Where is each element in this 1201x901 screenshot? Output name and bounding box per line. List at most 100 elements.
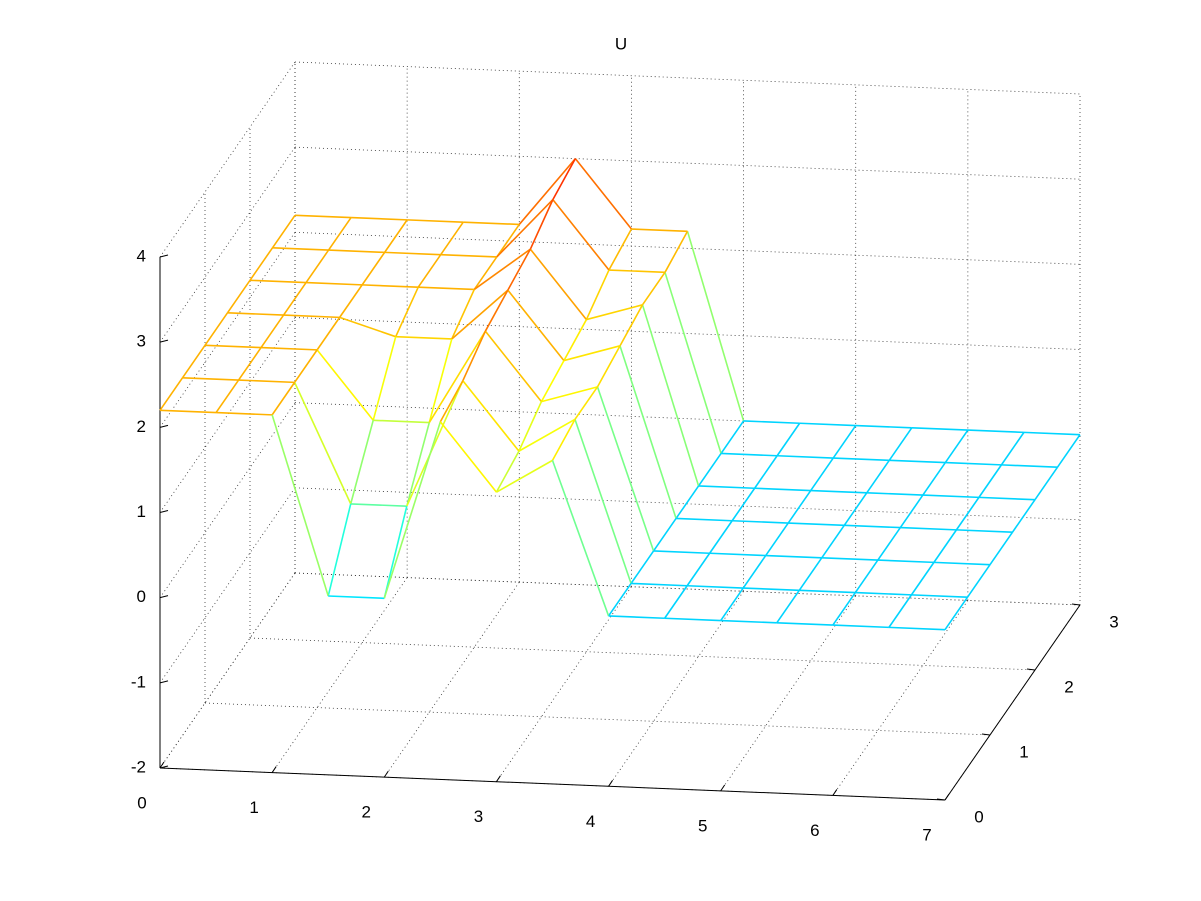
mesh-edge xyxy=(630,550,655,584)
mesh-edge xyxy=(832,624,889,629)
mesh-edge xyxy=(978,464,1003,498)
x-tick-label: 0 xyxy=(137,793,146,812)
mesh-edge xyxy=(473,256,498,290)
x-tick xyxy=(496,775,501,782)
mesh-edge xyxy=(832,592,857,626)
mesh-edge xyxy=(608,615,665,620)
mesh-edge xyxy=(1023,431,1081,436)
mesh-edge xyxy=(237,347,262,381)
x-tick-label: 4 xyxy=(586,812,595,831)
mesh-edge xyxy=(293,349,318,383)
mesh-edge xyxy=(698,485,755,490)
mesh-edge xyxy=(675,485,700,519)
mesh-edge xyxy=(732,519,789,524)
y-axis xyxy=(944,604,1081,801)
mesh-edge xyxy=(776,422,801,457)
mesh-edge xyxy=(540,360,565,402)
mesh-edge xyxy=(462,380,520,452)
mesh-edge xyxy=(765,522,789,556)
x-tick-label: 7 xyxy=(922,825,931,844)
mesh-edge xyxy=(496,199,554,258)
mesh-edge xyxy=(395,335,452,340)
z-tick xyxy=(159,595,169,599)
mesh-edge xyxy=(373,419,430,424)
mesh-edge xyxy=(406,422,431,507)
mesh-edge xyxy=(787,490,812,524)
mesh-edge xyxy=(551,460,610,617)
mesh-edge xyxy=(350,503,407,507)
y-tick xyxy=(936,798,946,801)
grid-line xyxy=(294,402,1081,436)
mesh-edge xyxy=(518,158,576,225)
mesh-edge xyxy=(966,564,991,598)
mesh-edge xyxy=(417,254,442,288)
mesh-edge xyxy=(664,230,689,273)
mesh-edge xyxy=(159,409,217,414)
mesh-edge xyxy=(541,386,598,403)
mesh-edge xyxy=(720,420,745,454)
mesh-edge xyxy=(888,427,913,461)
mesh-edge xyxy=(922,494,979,499)
mesh-edge xyxy=(338,284,363,318)
mesh-edge xyxy=(495,450,520,493)
mesh-edge xyxy=(293,382,352,505)
mesh-edge xyxy=(697,452,722,487)
mesh-edge xyxy=(428,330,487,423)
z-tick xyxy=(159,510,169,513)
x-tick xyxy=(383,770,389,778)
mesh-edge xyxy=(743,420,800,425)
mesh-edge xyxy=(967,429,1024,434)
mesh-edge xyxy=(226,279,251,314)
x-tick-label: 1 xyxy=(249,798,258,817)
mesh-edge xyxy=(529,248,588,321)
mesh-edge xyxy=(810,457,834,491)
mesh-edge xyxy=(260,314,285,349)
mesh-edge xyxy=(552,199,610,271)
mesh-edge xyxy=(765,554,822,559)
mesh-edge xyxy=(641,271,666,306)
mesh-edge xyxy=(440,221,464,256)
mesh-edge xyxy=(551,418,576,461)
mesh-edge xyxy=(899,494,924,529)
z-tick xyxy=(159,765,169,769)
mesh-edge xyxy=(708,520,733,554)
mesh-edge xyxy=(888,626,946,631)
mesh-edge xyxy=(484,289,509,332)
mesh-edge xyxy=(328,249,385,254)
mesh-edge xyxy=(742,555,767,589)
mesh-edge xyxy=(596,345,621,388)
mesh-edge xyxy=(821,557,878,561)
mesh-edge xyxy=(394,286,419,338)
mesh-edge xyxy=(204,344,262,349)
y-tick-label: 2 xyxy=(1064,677,1073,696)
z-tick xyxy=(159,254,169,258)
mesh-edge xyxy=(261,346,318,351)
y-tick xyxy=(1071,603,1081,606)
mesh-edge xyxy=(238,379,295,384)
mesh-edge xyxy=(607,582,632,617)
mesh-edge xyxy=(328,595,385,600)
mesh-edge xyxy=(956,529,1013,533)
mesh-edge xyxy=(451,289,509,340)
mesh-edge xyxy=(663,585,688,619)
mesh-edge xyxy=(652,517,677,552)
mesh-edge xyxy=(843,492,868,526)
mesh-edge xyxy=(888,594,913,628)
mesh-edge xyxy=(844,524,901,529)
mesh-edge xyxy=(204,312,229,346)
mesh-edge xyxy=(507,248,532,291)
mesh-edge xyxy=(855,591,912,596)
mesh-edge xyxy=(854,559,879,594)
mesh-edge xyxy=(799,422,856,427)
mesh-edge xyxy=(1056,434,1081,468)
mesh-edge xyxy=(473,248,531,291)
y-tick-label: 3 xyxy=(1109,612,1118,631)
z-tick xyxy=(159,680,169,684)
mesh-edge xyxy=(159,377,184,411)
mesh-edge xyxy=(574,158,633,230)
mesh-edge xyxy=(496,223,520,258)
x-tick-label: 5 xyxy=(698,816,707,835)
mesh-edge xyxy=(529,199,554,250)
